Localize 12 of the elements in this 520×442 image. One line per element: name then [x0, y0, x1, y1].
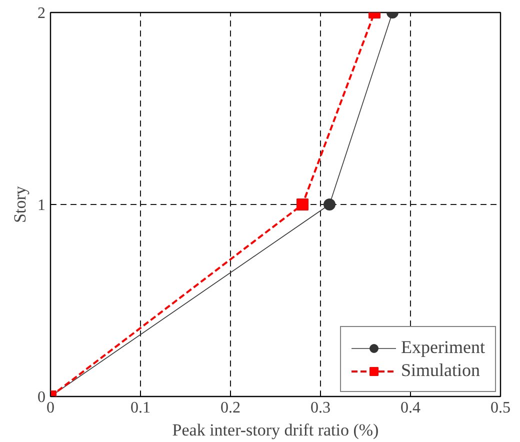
- legend-label: Experiment: [401, 337, 485, 358]
- x-axis-title: Peak inter-story drift ratio (%): [172, 420, 379, 440]
- x-tick-label: 0.2: [220, 400, 240, 416]
- y-tick-label: 2: [38, 5, 46, 22]
- x-tick-label: 0.4: [400, 400, 420, 416]
- x-tick-label: 0.5: [490, 400, 510, 416]
- y-tick-label: 1: [38, 197, 46, 214]
- x-tick-label: 0.1: [130, 400, 150, 416]
- y-axis-title: Story: [10, 186, 30, 223]
- legend-label: Simulation: [401, 360, 480, 381]
- y-tick-label: 0: [38, 389, 46, 406]
- x-tick-label: 0.3: [310, 400, 330, 416]
